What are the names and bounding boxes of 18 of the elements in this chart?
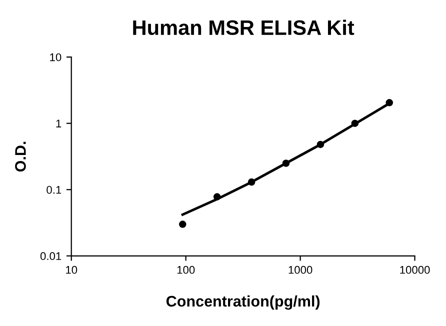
point <box>282 160 290 167</box>
x-tick-label: 100 <box>177 266 195 274</box>
x-axis-title: Concentration(pg/ml) <box>166 295 320 310</box>
y-tick-label: 1 <box>56 120 62 128</box>
x-tick-label: 10000 <box>400 266 430 274</box>
chart-title: Human MSR ELISA Kit <box>133 20 354 36</box>
point <box>178 220 186 228</box>
point <box>316 140 324 148</box>
point <box>351 120 359 127</box>
point <box>248 178 256 186</box>
x-tick-label: 1000 <box>288 266 312 274</box>
y-tick-label: 10 <box>50 53 62 62</box>
y-axis-title: O.D. <box>15 142 26 172</box>
y-tick-label: 0.01 <box>40 252 62 260</box>
point <box>386 99 394 106</box>
x-tick-label: 10 <box>66 266 78 274</box>
point <box>213 193 221 200</box>
y-tick-label: 0.1 <box>46 186 62 194</box>
